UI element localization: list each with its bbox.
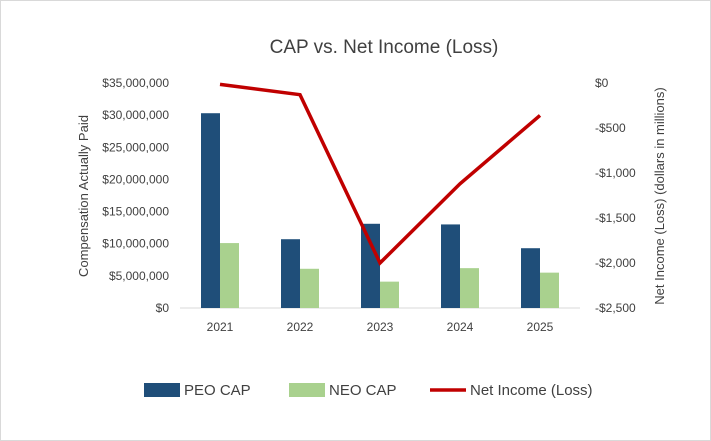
left-tick-label: $20,000,000 xyxy=(102,172,169,186)
legend: PEO CAP NEO CAP Net Income (Loss) xyxy=(144,382,593,399)
bar-peo-cap-2025 xyxy=(521,248,540,308)
bar-peo-cap-2021 xyxy=(201,113,220,308)
right-tick-label: -$500 xyxy=(595,121,626,135)
left-tick-label: $5,000,000 xyxy=(109,269,169,283)
right-tick-label: -$1,500 xyxy=(595,211,636,225)
right-tick-label: -$2,500 xyxy=(595,301,636,315)
bar-neo-cap-2024 xyxy=(460,268,479,308)
bar-peo-cap-2024 xyxy=(441,224,460,308)
legend-swatch-peo-cap xyxy=(144,383,180,397)
bar-neo-cap-2022 xyxy=(300,268,319,308)
left-tick-label: $25,000,000 xyxy=(102,140,169,154)
bar-neo-cap-2025 xyxy=(540,272,559,308)
legend-label-net-income-loss-: Net Income (Loss) xyxy=(470,382,593,399)
legend-label-peo-cap: PEO CAP xyxy=(184,382,251,399)
left-tick-label: $15,000,000 xyxy=(102,205,169,219)
x-tick-label: 2024 xyxy=(447,320,474,334)
left-tick-label: $0 xyxy=(156,301,170,315)
x-axis-ticks: 2021 2022 2023 2024 2025 xyxy=(207,320,554,334)
bar-neo-cap-2023 xyxy=(380,281,399,308)
left-axis-ticks: $0 $5,000,000 $10,000,000 $15,000,000 $20,00… xyxy=(102,76,169,315)
left-tick-label: $35,000,000 xyxy=(102,76,169,90)
left-tick-label: $10,000,000 xyxy=(102,237,169,251)
chart-title: CAP vs. Net Income (Loss) xyxy=(270,37,499,58)
x-tick-label: 2025 xyxy=(527,320,554,334)
legend-label-neo-cap: NEO CAP xyxy=(329,382,397,399)
bar-peo-cap-2023 xyxy=(361,223,380,308)
right-axis-ticks: $0 -$500 -$1,000 -$1,500 -$2,000 -$2,500 xyxy=(595,76,636,315)
bars xyxy=(201,113,559,308)
x-tick-label: 2021 xyxy=(207,320,234,334)
net-income-line xyxy=(219,82,542,266)
bar-neo-cap-2021 xyxy=(220,243,239,308)
line-series xyxy=(219,82,542,266)
legend-swatch-neo-cap xyxy=(289,383,325,397)
x-tick-label: 2022 xyxy=(287,320,314,334)
left-tick-label: $30,000,000 xyxy=(102,108,169,122)
right-tick-label: -$2,000 xyxy=(595,256,636,270)
right-tick-label: -$1,000 xyxy=(595,166,636,180)
right-axis-label: Net Income (Loss) (dollars in millions) xyxy=(652,87,667,304)
right-tick-label: $0 xyxy=(595,76,609,90)
x-tick-label: 2023 xyxy=(367,320,394,334)
bar-peo-cap-2022 xyxy=(281,239,300,308)
left-axis-label: Compensation Actually Paid xyxy=(76,115,91,277)
